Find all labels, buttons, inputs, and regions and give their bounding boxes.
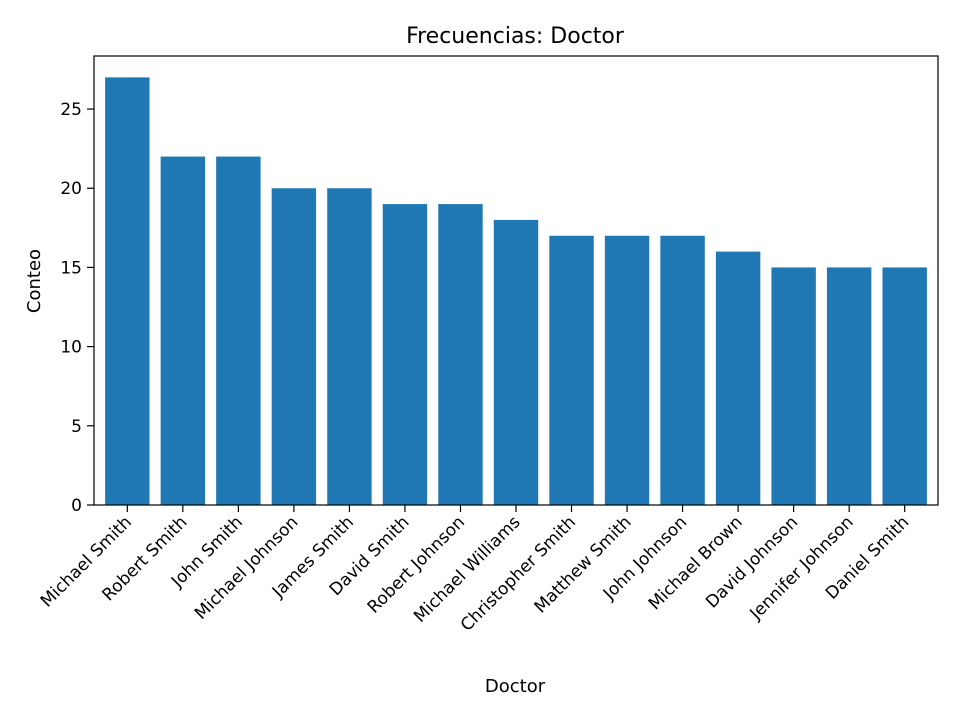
- y-tick-label: 25: [60, 100, 82, 120]
- bar-jennifer-johnson: [826, 267, 872, 505]
- bar-michael-brown: [715, 251, 761, 505]
- bar-michael-johnson: [271, 188, 317, 505]
- y-tick-label: 10: [60, 338, 82, 358]
- x-tick-label: Michael Johnson: [191, 512, 302, 623]
- plot-frame: [93, 55, 939, 506]
- x-tick-label: Matthew Smith: [531, 512, 636, 617]
- x-tick-label: Jennifer Johnson: [746, 512, 858, 624]
- bar-robert-johnson: [438, 204, 483, 505]
- y-tick-label: 20: [60, 179, 82, 199]
- bar-daniel-smith: [882, 267, 927, 505]
- bar-matthew-smith: [604, 235, 650, 505]
- bar-michael-williams: [493, 219, 539, 506]
- bar-robert-smith: [160, 156, 206, 505]
- chart-title: Frecuencias: Doctor: [406, 24, 625, 49]
- bar-michael-smith: [105, 77, 150, 505]
- y-tick-label: 15: [60, 258, 82, 278]
- y-axis: 0 5 10 15 20 25: [60, 100, 94, 516]
- x-tick-label: Michael Brown: [645, 512, 747, 614]
- bar-david-johnson: [771, 267, 816, 505]
- bar-david-smith: [382, 204, 428, 505]
- bar-christopher-smith: [549, 235, 594, 505]
- bars-group: [105, 77, 927, 506]
- y-tick-label: 5: [71, 417, 82, 437]
- x-tick-label: Robert Johnson: [364, 512, 469, 617]
- bar-james-smith: [327, 188, 372, 505]
- y-tick-label: 0: [71, 496, 82, 516]
- bar-john-johnson: [660, 235, 705, 505]
- bar-john-smith: [216, 156, 261, 505]
- y-axis-label: Conteo: [24, 249, 45, 313]
- x-axis-label: Doctor: [485, 676, 546, 697]
